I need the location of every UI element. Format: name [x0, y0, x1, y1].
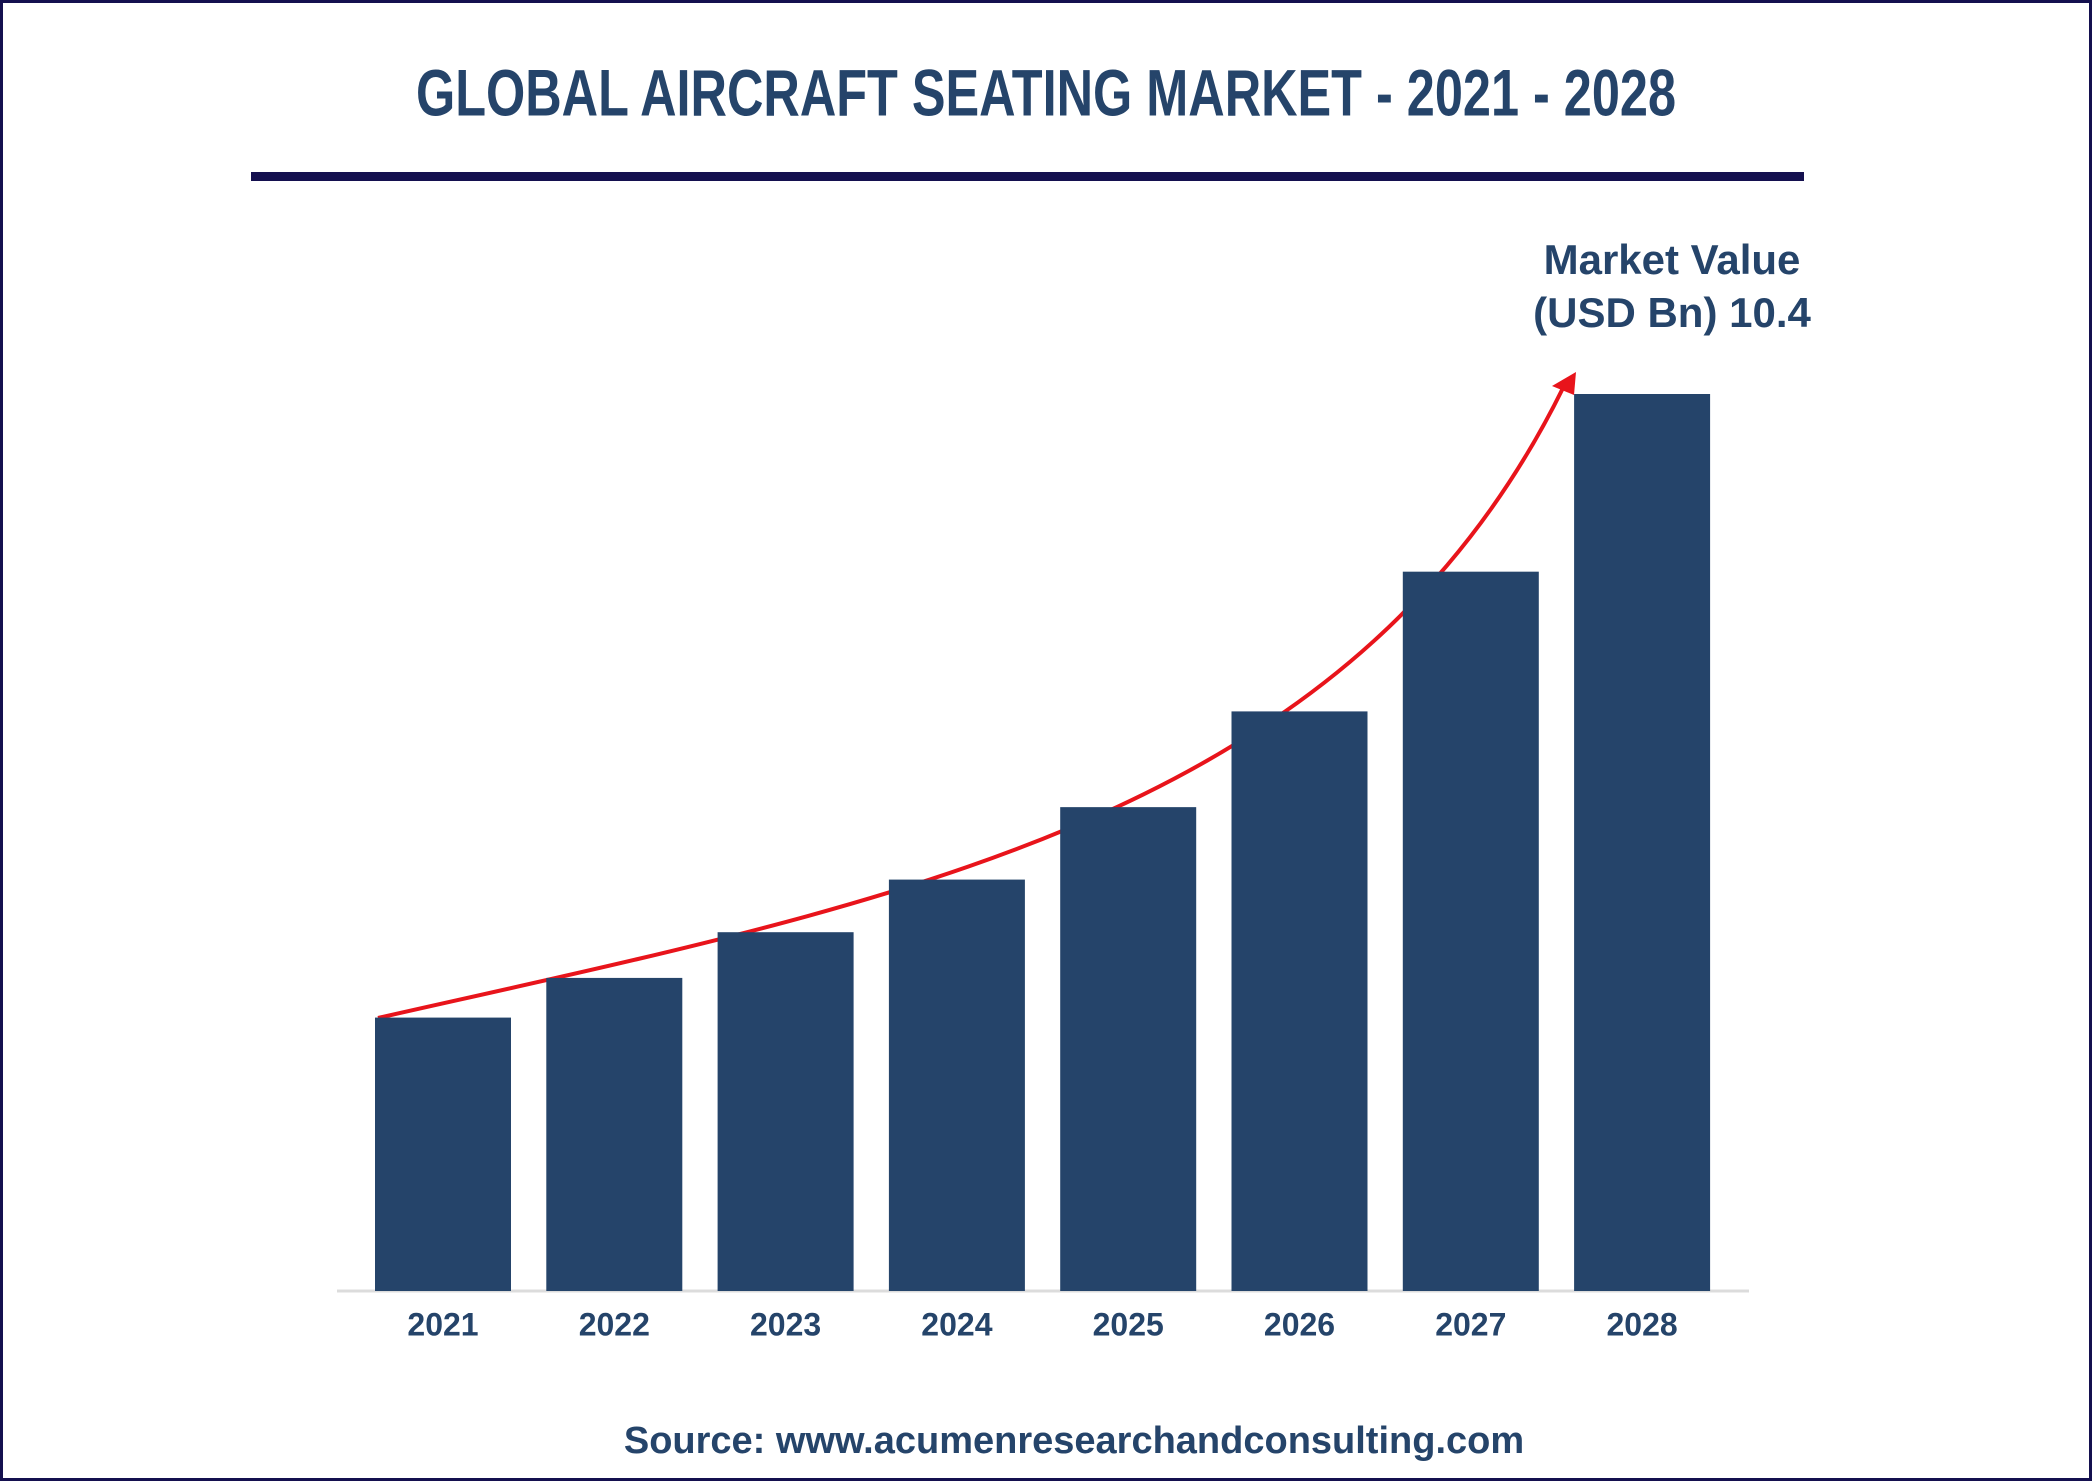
- title-rule: [251, 172, 1804, 181]
- x-tick-label: 2026: [1264, 1306, 1335, 1342]
- bar: [546, 977, 683, 1291]
- bar: [1060, 807, 1197, 1291]
- trend-arrowhead: [1552, 372, 1576, 395]
- annotation: (USD Bn) 10.4: [1533, 289, 1811, 336]
- source: Source: www.acumenresearchandconsulting.…: [624, 1420, 1524, 1462]
- x-tick-label: 2024: [921, 1306, 992, 1342]
- bar: [1402, 571, 1539, 1291]
- annotation: (USD Bn): [1533, 289, 1717, 336]
- bar: [888, 879, 1025, 1291]
- bar: [717, 932, 854, 1291]
- annotation: Market Value: [1544, 236, 1801, 283]
- chart-title: GLOBAL AIRCRAFT SEATING MARKET - 2021 - …: [416, 55, 1676, 129]
- x-tick-label: 2025: [1093, 1306, 1164, 1342]
- x-tick-label: 2021: [407, 1306, 478, 1342]
- bar: [375, 1017, 511, 1291]
- bar: [1231, 711, 1368, 1291]
- x-tick-label: 2022: [579, 1306, 650, 1342]
- x-tick-label: 2027: [1435, 1306, 1506, 1342]
- bar: [1574, 394, 1711, 1291]
- value-label: 10.4: [1729, 289, 1811, 336]
- x-tick-label: 2028: [1607, 1306, 1678, 1342]
- x-tick-label: 2023: [750, 1306, 821, 1342]
